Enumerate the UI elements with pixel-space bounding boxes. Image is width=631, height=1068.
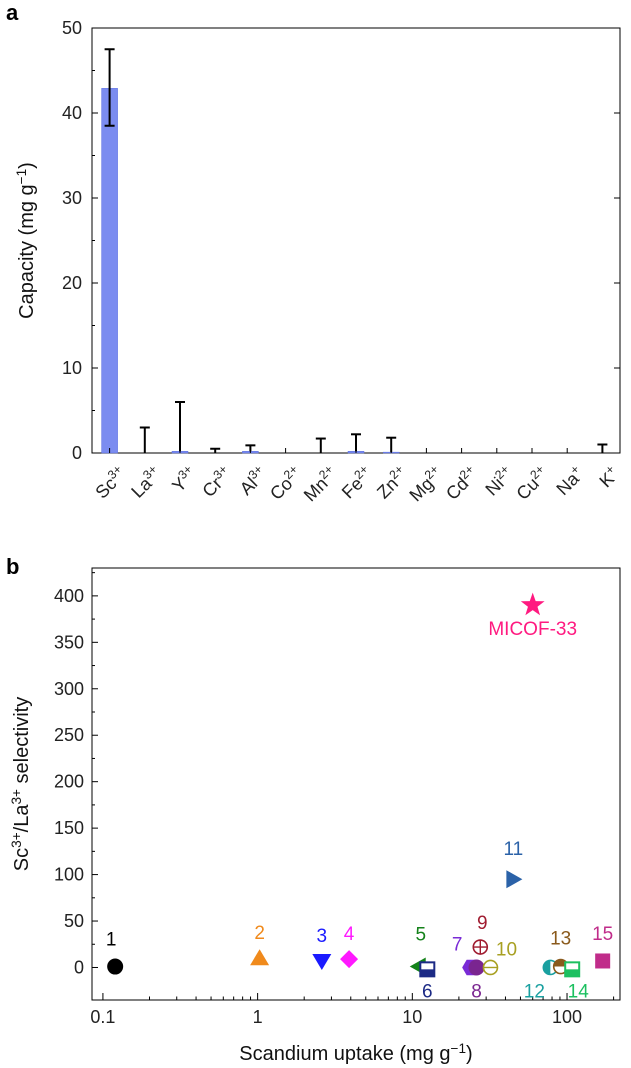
chart-b: 0 50 100 150 200 250 300 350 400 0.1 1 10 100 Scandiu…: [9, 567, 621, 1066]
x-tick-label-cd: Cd2+: [441, 462, 483, 504]
panel-label-a: a: [6, 0, 19, 25]
y-tick-label-a: 30: [62, 188, 82, 208]
x-tick-label-cr: Cr3+: [197, 462, 236, 501]
y-axis-label-b-part: Sc: [11, 848, 33, 871]
point-label-2: 2: [254, 923, 265, 944]
marker-6-fill: [420, 969, 435, 977]
x-tick-label-k: K+: [594, 462, 623, 491]
y-axis-label-a-part: ): [16, 162, 38, 169]
x-axis-label-b: Scandium uptake (mg g−1): [239, 1041, 472, 1066]
marker-15: [595, 953, 611, 969]
x-tick-label-b: 0.1: [90, 1007, 115, 1027]
point-label-12: 12: [524, 981, 545, 1002]
x-tick-label-cu: Cu2+: [511, 462, 553, 504]
y-axis-label-b-part: selectivity: [11, 697, 33, 789]
point-label-15: 15: [592, 924, 613, 945]
y-tick-label-b: 350: [54, 632, 84, 652]
point-label-7: 7: [452, 934, 463, 955]
marker-14-fill: [565, 969, 580, 977]
x-tick-label-la: La3+: [126, 462, 166, 502]
y-tick-label-a: 40: [62, 103, 82, 123]
bar-sc: [101, 88, 118, 454]
y-axis-label-a-part: −1: [14, 169, 29, 185]
marker-11: [506, 870, 523, 889]
x-tick-label-b: 100: [552, 1007, 582, 1027]
x-tick-label-ni-part: 2+: [492, 462, 512, 482]
plot-frame-b: [91, 567, 621, 1001]
point-label-14: 14: [568, 981, 590, 1002]
x-tick-label-y: Y3+: [167, 462, 201, 496]
y-tick-label-b: 150: [54, 818, 84, 838]
x-tick-label-fe: Fe2+: [336, 462, 376, 502]
point-label-13: 13: [550, 929, 571, 950]
marker-13-fill: [553, 959, 568, 967]
y-axis-label-b-part: /La: [11, 804, 33, 833]
y-tick-label-b: 200: [54, 772, 84, 792]
point-label-10: 10: [496, 939, 517, 960]
point-label-11: 11: [504, 839, 524, 860]
marker-8: [468, 959, 485, 976]
y-axis-label-b: Sc3+/La3+ selectivity: [9, 697, 34, 871]
point-label-3: 3: [317, 926, 328, 947]
panel-label-b: b: [6, 554, 19, 579]
marker-12-fill: [543, 960, 551, 975]
y-axis-label-b-part: 3+: [9, 789, 24, 805]
x-tick-label-b: 10: [402, 1007, 422, 1027]
point-label-8: 8: [471, 981, 482, 1002]
y-tick-label-b: 0: [74, 957, 84, 977]
x-tick-label-mn: Mn2+: [298, 462, 341, 505]
x-tick-label-na: Na+: [551, 462, 588, 499]
x-tick-label-ni: Ni2+: [480, 462, 517, 499]
marker-4: [340, 950, 359, 969]
marker-micof-33: [520, 592, 545, 616]
x-tick-label-zn: Zn2+: [372, 462, 412, 502]
y-tick-label-a: 50: [62, 18, 82, 38]
x-tick-label-b: 1: [253, 1007, 263, 1027]
point-label-4: 4: [344, 924, 355, 945]
point-label-9: 9: [477, 913, 488, 934]
y-tick-label-b: 400: [54, 586, 84, 606]
x-axis-label-b-part: ): [466, 1043, 473, 1065]
x-tick-label-mg: Mg2+: [404, 462, 447, 505]
x-tick-label-mn-part: 2+: [316, 462, 336, 482]
x-tick-label-co: Co2+: [265, 462, 307, 504]
chart-a: 0 10 20 30 40 50 Sc3+La3+Y3+Cr3+Al3+Co2+Mn2+Fe…: [14, 18, 623, 505]
x-tick-label-sc: Sc3+: [90, 462, 130, 502]
y-tick-label-b: 50: [64, 911, 84, 931]
y-tick-label-a: 10: [62, 358, 82, 378]
y-tick-label-b: 250: [54, 725, 84, 745]
y-axis-label-a-part: Capacity (mg g: [16, 184, 38, 319]
point-label-micof-33: MICOF-33: [488, 619, 577, 640]
y-axis-label-b-part: 3+: [9, 832, 24, 848]
y-tick-label-b: 300: [54, 679, 84, 699]
point-label-1: 1: [106, 930, 117, 951]
plot-frame-a: [91, 27, 621, 454]
y-tick-label-a: 0: [72, 443, 82, 463]
y-tick-label-b: 100: [54, 865, 84, 885]
point-label-6: 6: [422, 981, 433, 1002]
x-axis-label-b-part: Scandium uptake (mg g: [239, 1043, 450, 1065]
point-label-5: 5: [415, 925, 426, 946]
y-axis-label-a: Capacity (mg g−1): [14, 162, 39, 319]
marker-3: [312, 953, 332, 970]
x-tick-label-al: Al3+: [234, 462, 271, 499]
y-tick-label-a: 20: [62, 273, 82, 293]
x-tick-label-la-part: 3+: [140, 462, 160, 482]
x-axis-label-b-part: −1: [451, 1041, 467, 1056]
marker-2: [250, 949, 270, 966]
marker-1: [107, 958, 124, 975]
